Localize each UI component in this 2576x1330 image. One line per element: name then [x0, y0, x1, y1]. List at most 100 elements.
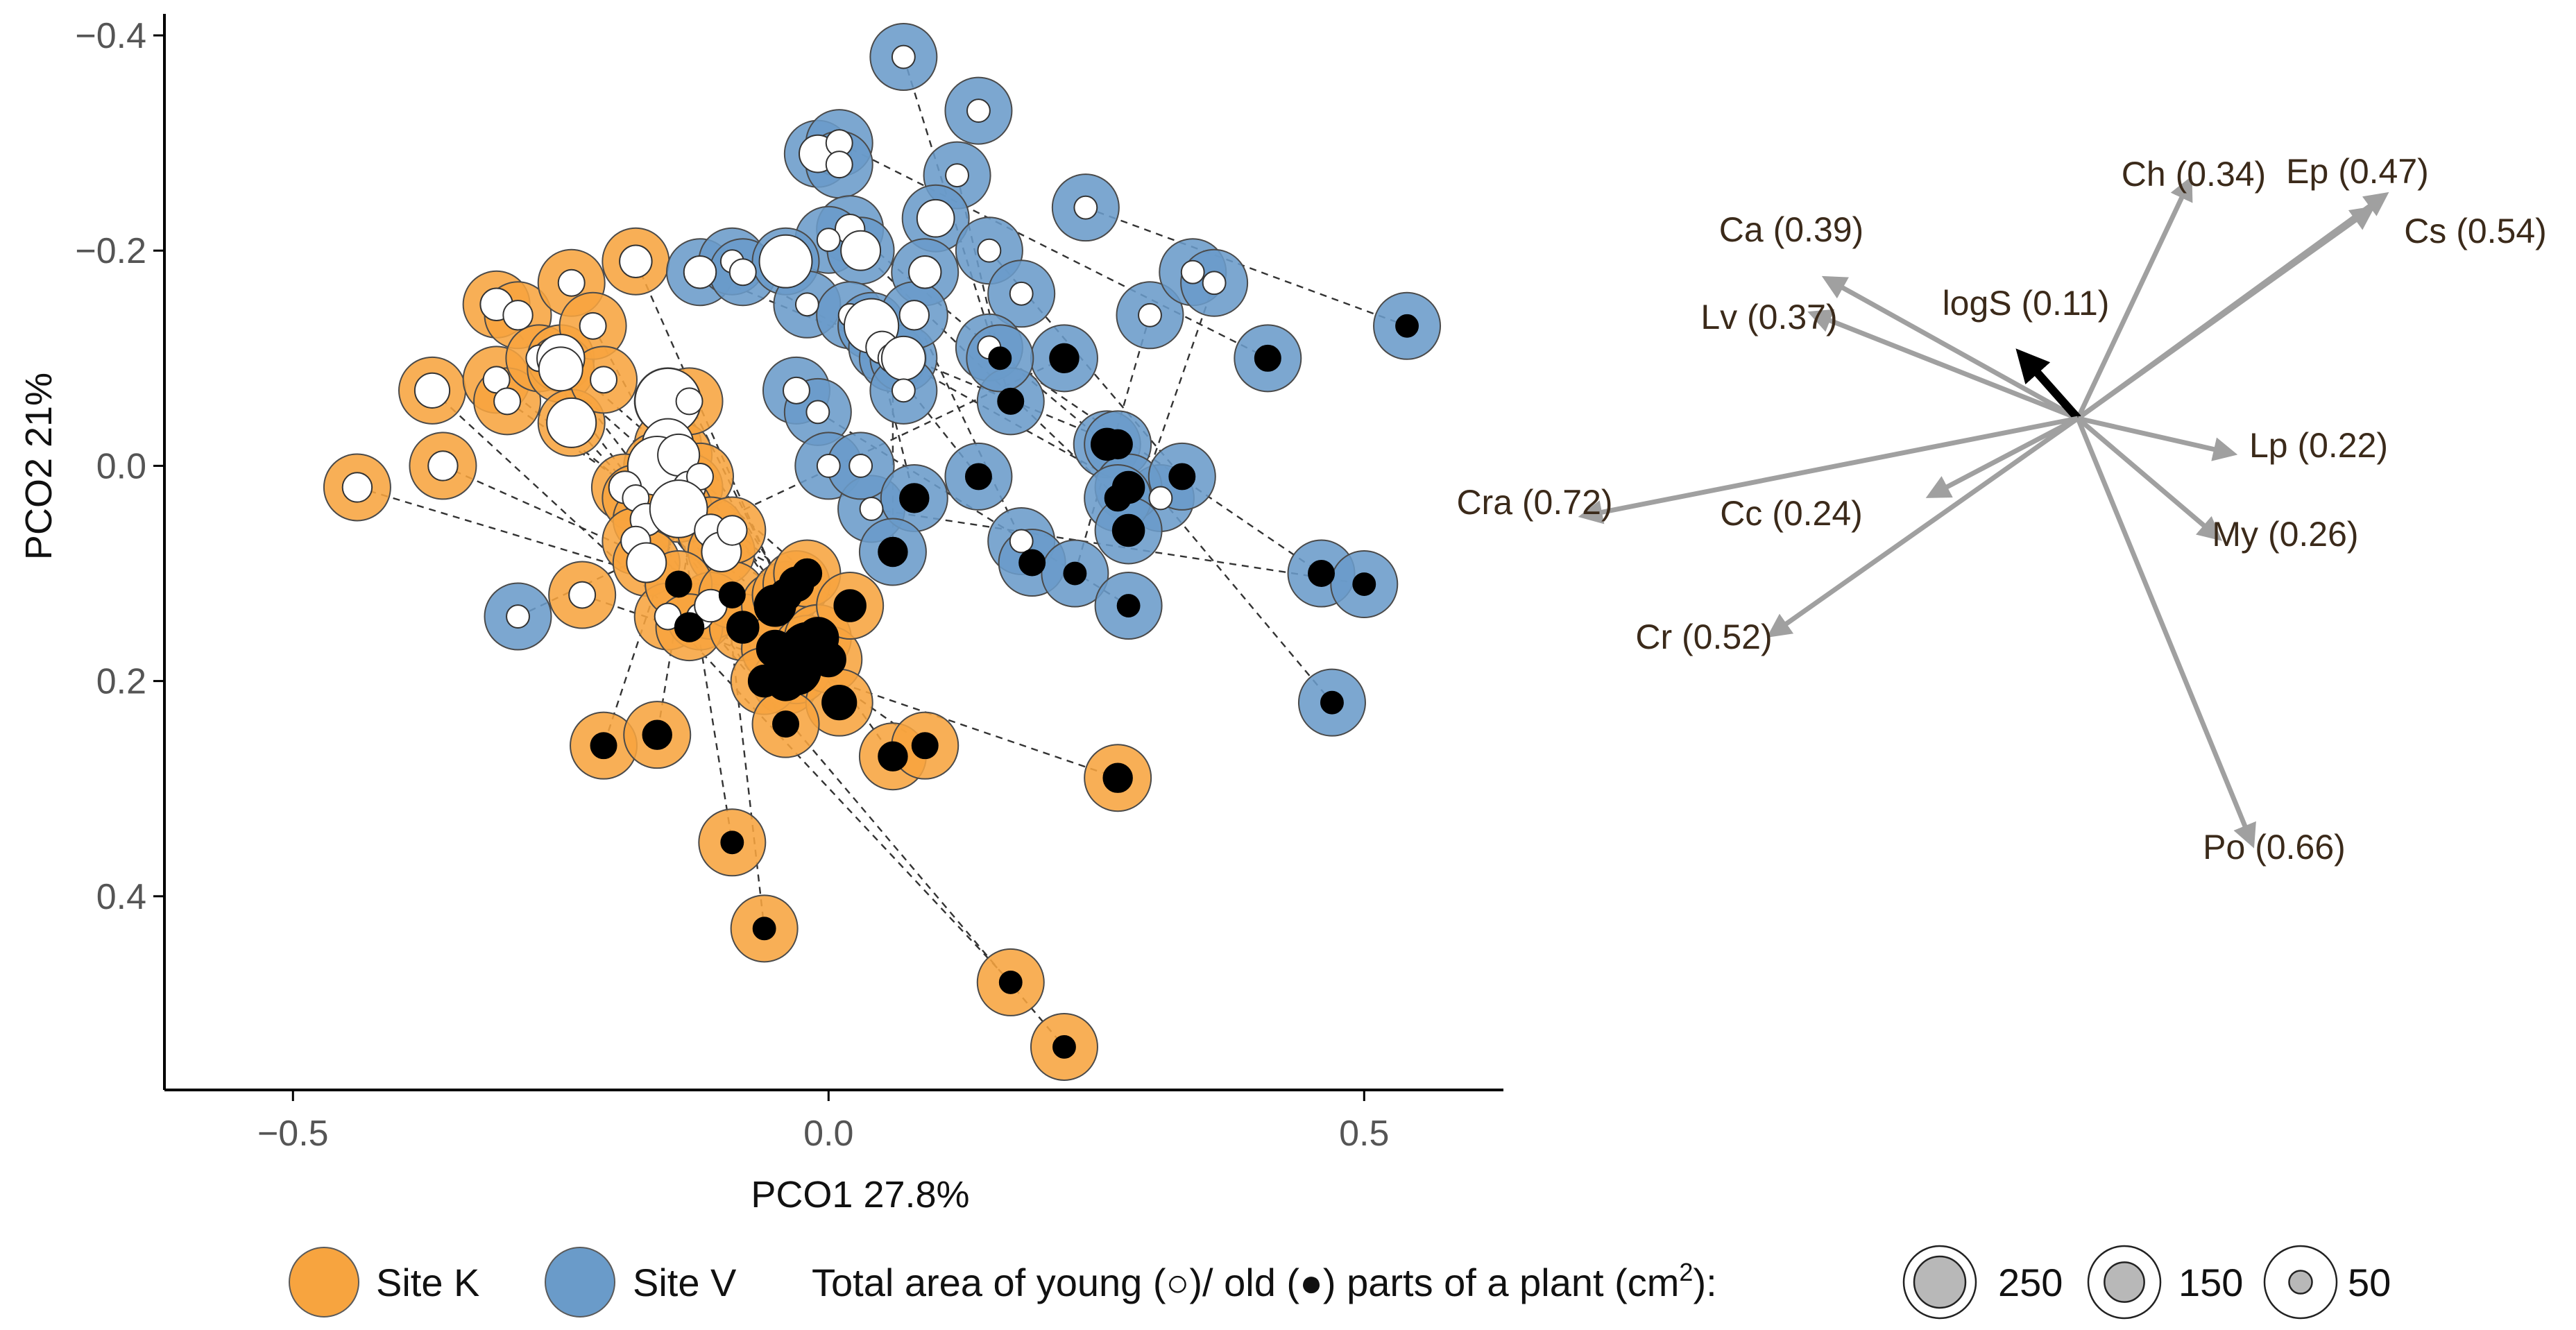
vector-arrow [2075, 176, 2193, 420]
vector-arrow [1578, 416, 2079, 525]
young-part-marker [427, 450, 459, 481]
young-part-marker [891, 44, 916, 69]
young-part-marker [1148, 486, 1173, 511]
young-part-marker [675, 387, 703, 416]
old-part-marker [878, 741, 908, 771]
young-part-marker [683, 255, 717, 289]
young-part-marker [1009, 529, 1034, 554]
vector-label: Cr (0.52) [1635, 617, 1772, 656]
young-part-marker [816, 228, 841, 253]
old-part-marker [1018, 549, 1046, 577]
young-part-marker [590, 366, 618, 394]
biplot-vectors: Ch (0.34) Ep (0.47) Cs (0.54) Ca (0.39) Lv (… [1456, 152, 2546, 867]
young-part-marker [848, 453, 873, 478]
young-part-marker [898, 300, 930, 331]
logs-vector-arrow [2015, 348, 2081, 421]
young-part-marker [891, 378, 916, 403]
vector-arrow [2076, 205, 2375, 420]
young-part-marker [493, 387, 522, 416]
old-part-marker [1308, 560, 1335, 587]
old-part-marker [674, 612, 705, 642]
young-part-marker [859, 497, 884, 521]
pair-link [839, 142, 1268, 359]
old-part-marker [810, 642, 846, 678]
young-part-marker [1073, 195, 1098, 220]
old-part-marker [1352, 572, 1376, 596]
vector-label: Cs (0.54) [2404, 212, 2547, 250]
young-part-marker [502, 300, 534, 331]
young-part-marker [977, 238, 1002, 263]
young-part-marker [579, 312, 607, 340]
young-part-marker [341, 472, 373, 503]
old-part-marker [964, 463, 992, 491]
vector-arrow [2075, 417, 2256, 849]
vector-label: logS (0.11) [1943, 284, 2110, 323]
young-part-marker [758, 234, 813, 289]
old-part-marker [1254, 344, 1281, 372]
old-part-marker [1102, 429, 1133, 460]
young-part-marker [557, 268, 586, 297]
old-part-marker [752, 916, 776, 941]
old-part-marker [1052, 1035, 1076, 1059]
vector-label: Ch (0.34) [2122, 155, 2266, 194]
y-tick-label: 0.2 [96, 662, 146, 702]
old-part-marker [1049, 343, 1080, 374]
y-axis-title: PCO2 21% [18, 373, 60, 560]
vector-label: Lv (0.37) [1700, 298, 1837, 336]
old-part-marker [642, 719, 672, 750]
vector-arrow [1807, 309, 2079, 421]
old-part-marker [747, 664, 781, 698]
young-part-marker [568, 581, 597, 609]
vector-label: Cc (0.24) [1720, 494, 1863, 533]
old-part-marker [1104, 484, 1132, 512]
vector-arrow [1821, 275, 2079, 421]
y-tick-label: −0.4 [75, 16, 146, 56]
pair-link [667, 615, 1012, 983]
old-part-marker [899, 483, 930, 513]
old-part-marker [833, 589, 867, 622]
legend-site-k-swatch [289, 1247, 359, 1318]
old-part-marker [1116, 594, 1141, 617]
young-part-marker [546, 397, 597, 448]
young-part-marker [816, 453, 841, 478]
size-legend-swatch [2104, 1261, 2145, 1303]
young-part-marker [908, 255, 942, 289]
vector-label: Po (0.66) [2203, 828, 2346, 867]
old-part-marker [772, 710, 799, 738]
young-part-marker [1202, 271, 1227, 296]
old-part-marker [998, 970, 1023, 994]
young-part-marker [880, 335, 926, 381]
x-axis-title: PCO1 27.8% [751, 1174, 969, 1216]
old-part-marker [911, 732, 939, 760]
vector-label: Ep (0.47) [2286, 152, 2429, 191]
young-part-marker [506, 604, 530, 629]
old-part-marker [878, 536, 908, 568]
vector-arrow [1766, 416, 2080, 638]
old-part-marker [1395, 314, 1419, 338]
young-part-marker [1138, 302, 1162, 327]
vector-arrow [2076, 416, 2223, 541]
young-part-marker [945, 163, 969, 188]
legend-area-text: Total area of young (○)/ old (●) parts o… [812, 1258, 1717, 1304]
young-part-marker [916, 198, 955, 238]
old-part-marker [1320, 690, 1344, 715]
old-part-marker [590, 732, 617, 760]
pair-link [871, 508, 1365, 586]
size-legend-label: 50 [2348, 1261, 2391, 1304]
legend-site-v-label: Site V [633, 1261, 737, 1304]
size-legend-label: 250 [1998, 1261, 2063, 1304]
young-part-marker [413, 372, 451, 409]
young-part-marker [794, 292, 819, 317]
young-part-marker [805, 400, 830, 425]
legend-site-k-label: Site K [376, 1261, 479, 1304]
scatter-axes: PCO1 27.8% PCO2 21% [18, 14, 1503, 1216]
vector-arrow [2077, 416, 2238, 461]
old-part-marker [1102, 762, 1133, 793]
old-part-marker [718, 581, 746, 609]
old-part-marker [1063, 561, 1087, 586]
young-part-marker [728, 258, 757, 287]
vector-arrow [1925, 416, 2079, 498]
young-part-marker [1180, 259, 1205, 284]
young-part-marker [538, 346, 583, 392]
